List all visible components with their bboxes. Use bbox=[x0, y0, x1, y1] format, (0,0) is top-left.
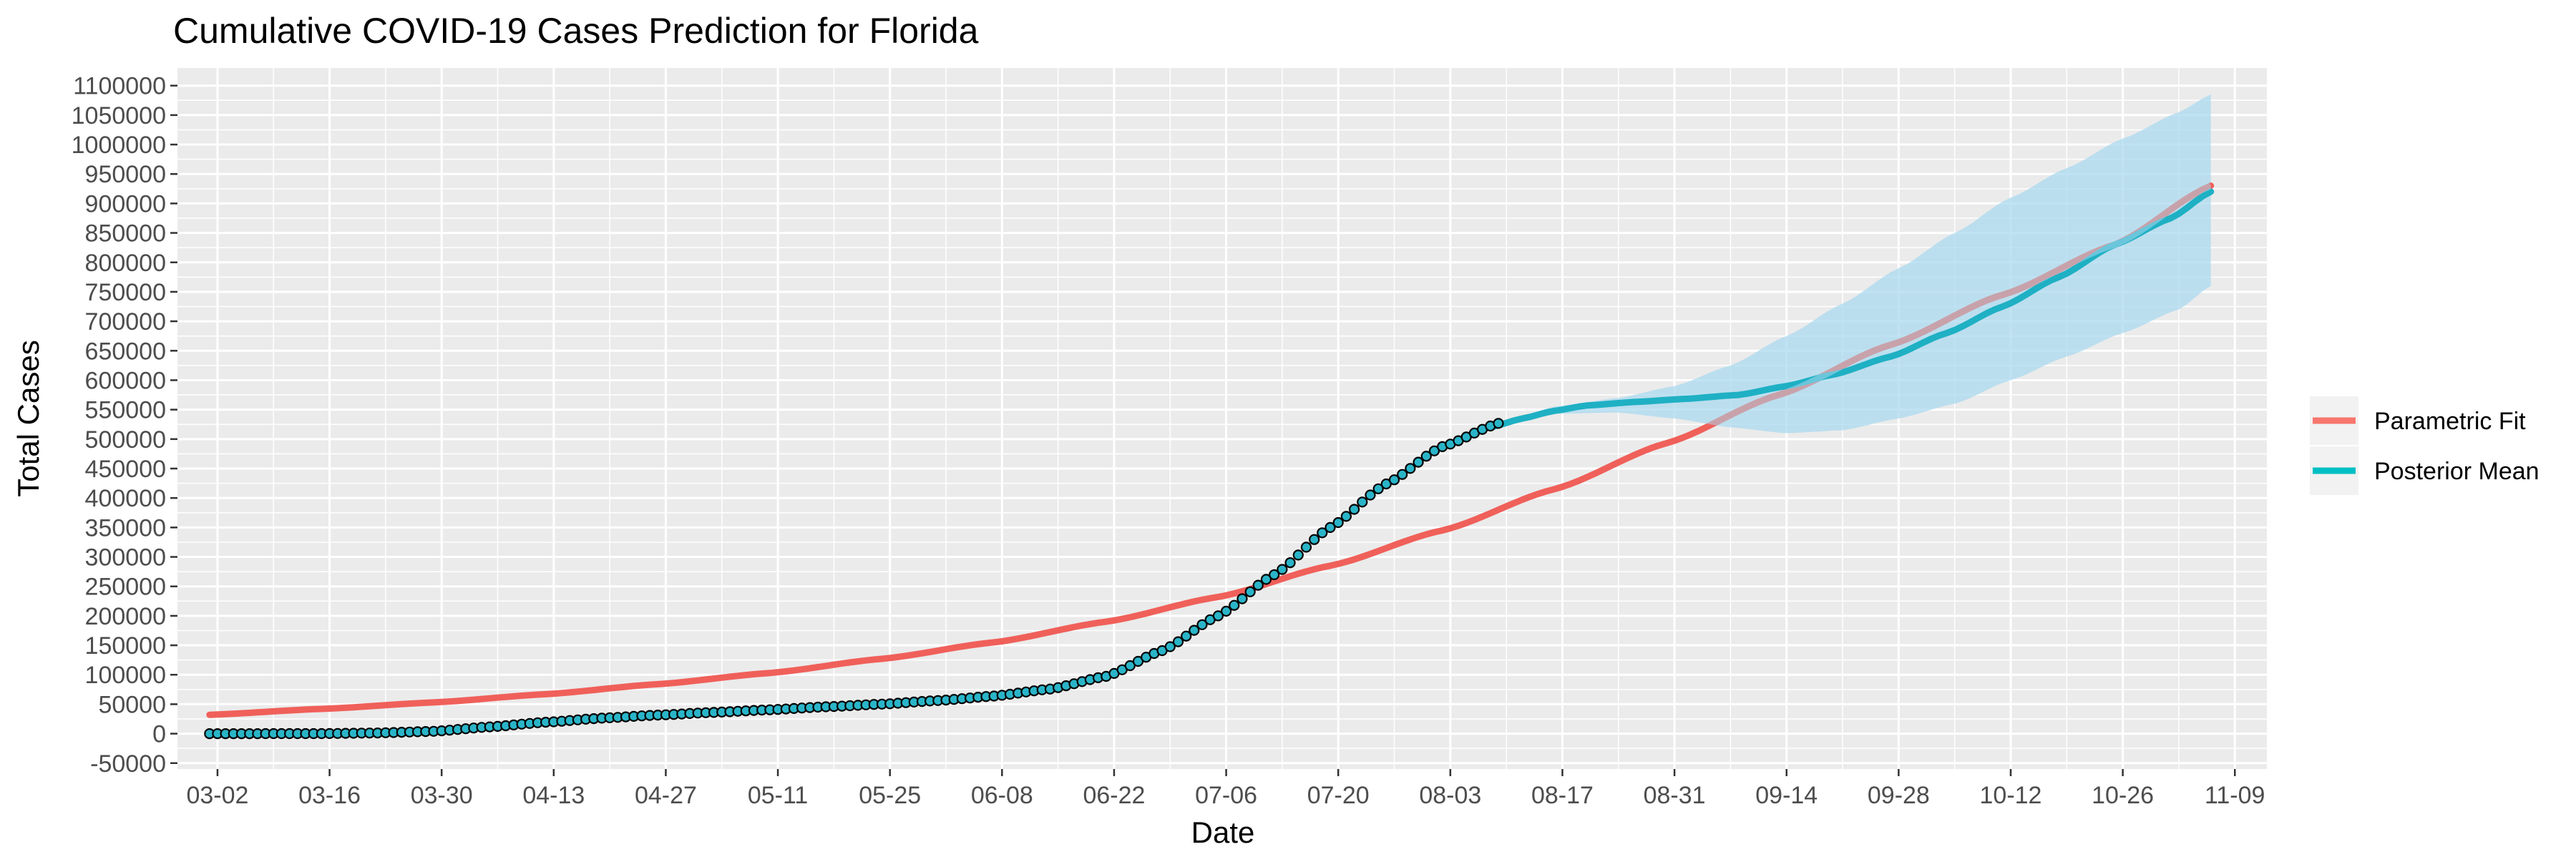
credible-band-area bbox=[1490, 94, 2211, 434]
observed-point bbox=[1420, 451, 1432, 462]
observed-point bbox=[1405, 463, 1416, 474]
observed-point bbox=[1365, 489, 1376, 501]
parametric-fit-overlap bbox=[1490, 182, 2211, 434]
posterior-mean-line bbox=[1487, 188, 2215, 431]
x-tick-label: 10-26 bbox=[2092, 782, 2154, 809]
y-tick-label: 650000 bbox=[85, 338, 166, 365]
legend-label: Parametric Fit bbox=[2374, 408, 2526, 435]
x-tick-label: 07-06 bbox=[1195, 782, 1257, 809]
plot-panel bbox=[177, 68, 2267, 769]
observed-point bbox=[1196, 619, 1208, 630]
observed-point bbox=[1236, 593, 1248, 604]
observed-point bbox=[1317, 527, 1328, 539]
observed-point bbox=[1164, 641, 1176, 652]
observed-point bbox=[1124, 660, 1136, 672]
y-tick-label: 700000 bbox=[85, 308, 166, 336]
x-tick-label: 08-03 bbox=[1419, 782, 1481, 809]
y-tick-label: 200000 bbox=[85, 603, 166, 630]
observed-point bbox=[1292, 549, 1304, 561]
y-tick-label: 600000 bbox=[85, 367, 166, 394]
y-tick-label: 0 bbox=[152, 721, 166, 748]
y-tick-label: -50000 bbox=[90, 750, 166, 778]
observed-points bbox=[204, 418, 1504, 740]
y-tick-label: 500000 bbox=[85, 426, 166, 454]
chart-title: Cumulative COVID-19 Cases Prediction for… bbox=[173, 11, 979, 51]
series-lines bbox=[206, 182, 2215, 718]
y-tick-label: 100000 bbox=[85, 662, 166, 689]
x-tick-label: 11-09 bbox=[2205, 782, 2265, 809]
observed-point bbox=[1413, 456, 1424, 468]
x-tick-label: 06-08 bbox=[971, 782, 1033, 809]
x-axis-title: Date bbox=[1191, 816, 1255, 849]
y-tick-label: 250000 bbox=[85, 574, 166, 601]
observed-point bbox=[1252, 579, 1264, 591]
y-tick-label: 450000 bbox=[85, 456, 166, 483]
observed-point bbox=[1357, 496, 1368, 508]
observed-point bbox=[1397, 469, 1408, 480]
observed-point bbox=[1284, 557, 1296, 569]
y-axis-title: Total Cases bbox=[11, 340, 45, 496]
observed-point bbox=[1181, 630, 1192, 642]
x-tick-label: 08-31 bbox=[1644, 782, 1706, 809]
x-tick-label: 05-25 bbox=[859, 782, 921, 809]
observed-point bbox=[1172, 636, 1184, 647]
y-tick-label: 300000 bbox=[85, 544, 166, 572]
observed-point bbox=[1229, 599, 1240, 611]
x-tick-label: 03-30 bbox=[411, 782, 473, 809]
x-tick-label: 09-28 bbox=[1868, 782, 1930, 809]
axes: -500000 500001000001500002000002500003000… bbox=[72, 73, 2265, 809]
x-tick-label: 08-17 bbox=[1531, 782, 1594, 809]
x-tick-label: 10-12 bbox=[1980, 782, 2042, 809]
observed-point bbox=[1348, 504, 1360, 515]
x-tick-label: 04-13 bbox=[522, 782, 585, 809]
observed-point bbox=[1324, 521, 1336, 534]
observed-point bbox=[1260, 574, 1272, 585]
y-tick-label: 850000 bbox=[85, 220, 166, 248]
x-tick-label: 05-11 bbox=[748, 782, 808, 809]
observed-point bbox=[1332, 516, 1344, 529]
y-tick-label: 50000 bbox=[98, 691, 166, 718]
y-tick-label: 150000 bbox=[85, 632, 166, 660]
observed-point bbox=[1212, 610, 1224, 622]
x-tick-label: 04-27 bbox=[635, 782, 697, 809]
x-tick-label: 07-20 bbox=[1307, 782, 1370, 809]
x-tick-label: 09-14 bbox=[1755, 782, 1818, 809]
observed-point bbox=[1372, 483, 1384, 494]
legend: Parametric Fit Posterior Mean bbox=[2310, 396, 2540, 495]
y-tick-label: 800000 bbox=[85, 250, 166, 277]
y-tick-label: 950000 bbox=[85, 161, 166, 188]
y-tick-label: 350000 bbox=[85, 514, 166, 542]
observed-point bbox=[1300, 542, 1312, 553]
x-tick-label: 03-16 bbox=[298, 782, 361, 809]
observed-point bbox=[1277, 564, 1288, 575]
y-tick-label: 1050000 bbox=[72, 102, 166, 129]
observed-point bbox=[1493, 418, 1504, 429]
observed-point bbox=[1220, 605, 1232, 617]
legend-label: Posterior Mean bbox=[2374, 458, 2540, 485]
observed-point bbox=[1340, 511, 1352, 522]
y-tick-label: 900000 bbox=[85, 190, 166, 217]
observed-point bbox=[1309, 534, 1320, 545]
y-tick-label: 1100000 bbox=[73, 73, 166, 100]
x-tick-label: 06-22 bbox=[1083, 782, 1145, 809]
y-tick-label: 750000 bbox=[85, 279, 166, 306]
observed-point bbox=[1388, 474, 1400, 486]
observed-point bbox=[1269, 569, 1280, 581]
y-tick-label: 400000 bbox=[85, 485, 166, 512]
observed-point bbox=[1189, 625, 1200, 636]
y-tick-label: 550000 bbox=[85, 397, 166, 424]
x-tick-label: 03-02 bbox=[186, 782, 248, 809]
observed-point bbox=[1244, 586, 1256, 597]
credible-band bbox=[1490, 94, 2211, 434]
y-tick-label: 1000000 bbox=[72, 132, 166, 159]
